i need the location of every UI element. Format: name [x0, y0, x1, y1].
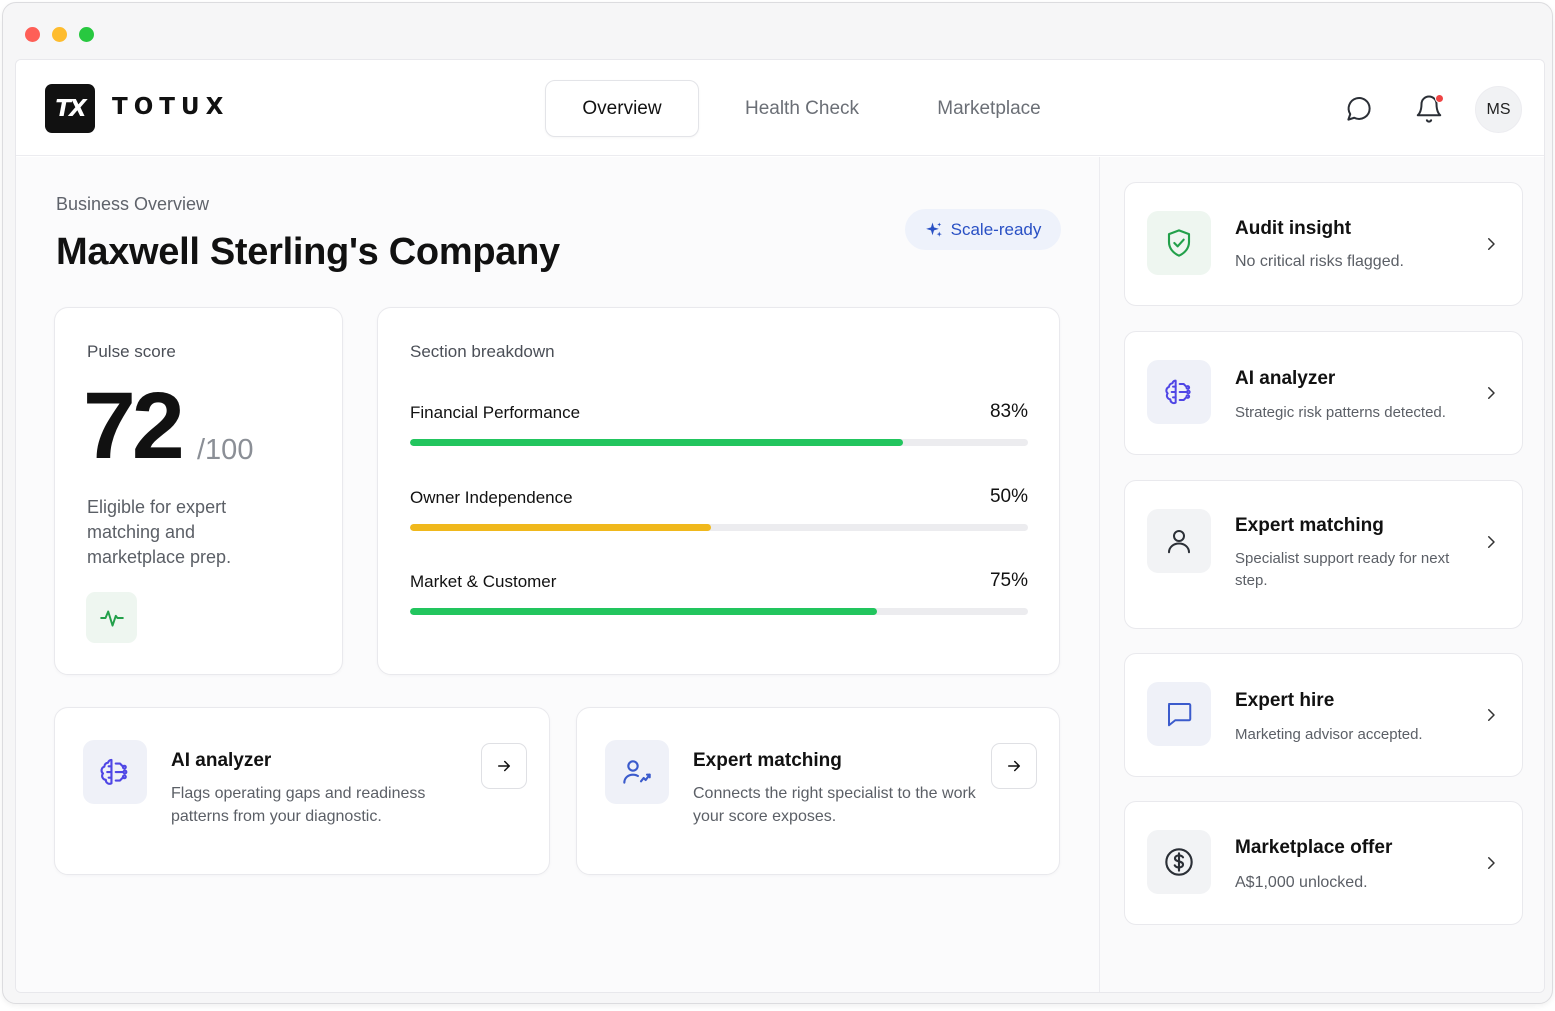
window-controls [25, 27, 94, 42]
chevron-right-icon [1488, 857, 1495, 869]
user-plus-icon [623, 760, 651, 784]
status-badge-label: Scale-ready [950, 219, 1042, 239]
pulse-score-value: 72 [83, 373, 185, 479]
breakdown-percent: 83% [989, 401, 1028, 422]
expert-matching-card[interactable]: Expert matching Connects the right speci… [576, 707, 1060, 875]
close-window-button[interactable] [25, 27, 40, 42]
breakdown-label: Financial Performance [410, 403, 581, 422]
feature-title: Expert matching [693, 750, 842, 771]
main-nav: Overview Health Check Marketplace [545, 80, 1073, 137]
logo-mark[interactable]: TX [45, 84, 95, 133]
pulse-score-description: Eligible for expert matching and marketp… [87, 497, 232, 567]
main-content: Business Overview Maxwell Sterling's Com… [16, 157, 1099, 992]
section-breakdown-card: Section breakdown Financial Performance … [377, 307, 1060, 675]
message-square-icon [1168, 703, 1192, 727]
shield-check-icon [1167, 229, 1191, 257]
pulse-score-card: Pulse score 72 /100 Eligible for expert … [54, 307, 343, 675]
page-eyebrow: Business Overview [56, 194, 210, 214]
status-badge: Scale-ready [905, 209, 1061, 250]
sidebar-item-title: Audit insight [1235, 218, 1352, 239]
feature-icon-box [605, 740, 669, 804]
pulse-score-label: Pulse score [87, 342, 176, 361]
chevron-right-icon [1488, 709, 1495, 721]
feature-description: Flags operating gaps and readiness patte… [171, 785, 426, 825]
pulse-score-max: /100 [197, 434, 254, 466]
breakdown-percent: 75% [989, 570, 1028, 591]
sidebar-item-audit-insight[interactable]: Audit insight No critical risks flagged. [1124, 182, 1523, 306]
sidebar-item-subtitle: No critical risks flagged. [1235, 253, 1404, 270]
sidebar-item-title: AI analyzer [1235, 368, 1336, 389]
open-expert-matching-button[interactable] [991, 743, 1037, 789]
brain-icon [100, 758, 128, 785]
sidebar-item-subtitle: A$1,000 unlocked. [1235, 874, 1368, 891]
breakdown-label: Market & Customer [410, 572, 557, 591]
sidebar-item-title: Marketplace offer [1235, 837, 1393, 858]
pulse-icon-button[interactable] [86, 592, 137, 643]
dollar-circle-icon [1165, 848, 1193, 876]
section-breakdown-title: Section breakdown [410, 342, 555, 361]
app-shell: TX TOTUX Overview Health Check Marketpla… [15, 59, 1545, 993]
sidebar-icon-box [1147, 830, 1211, 894]
sparkle-icon [925, 222, 942, 237]
breakdown-label: Owner Independence [410, 488, 573, 507]
progress-fill [410, 439, 903, 446]
arrow-right-icon [498, 760, 510, 772]
feature-description: Connects the right specialist to the wor… [693, 785, 976, 825]
bell-icon[interactable] [1414, 94, 1444, 124]
sidebar-item-subtitle: Strategic risk patterns detected. [1235, 404, 1446, 421]
chevron-right-icon [1488, 536, 1495, 548]
sidebar-icon-box [1147, 211, 1211, 275]
tab-health-check[interactable]: Health Check [744, 97, 860, 119]
insights-sidebar: Audit insight No critical risks flagged.… [1099, 157, 1544, 992]
sidebar-item-subtitle: Marketing advisor accepted. [1235, 726, 1423, 743]
brain-icon [1165, 379, 1191, 405]
notification-dot [1435, 94, 1444, 103]
feature-icon-box [83, 740, 147, 804]
minimize-window-button[interactable] [52, 27, 67, 42]
chevron-right-icon [1488, 387, 1495, 399]
avatar[interactable]: MS [1475, 86, 1522, 133]
progress-fill [410, 608, 878, 615]
feature-title: AI analyzer [171, 750, 272, 771]
chat-bubble-icon[interactable] [1344, 94, 1374, 124]
tab-marketplace[interactable]: Marketplace [937, 97, 1041, 119]
sidebar-item-marketplace-offer[interactable]: Marketplace offer A$1,000 unlocked. [1124, 801, 1523, 925]
sidebar-icon-box [1147, 682, 1211, 746]
progress-track [410, 524, 1028, 531]
progress-track [410, 439, 1028, 446]
progress-track [410, 608, 1028, 615]
tab-overview[interactable]: Overview [545, 80, 699, 137]
chevron-right-icon [1488, 238, 1495, 250]
sidebar-item-expert-matching[interactable]: Expert matching Specialist support ready… [1124, 480, 1523, 629]
arrow-right-icon [1008, 760, 1020, 772]
sidebar-item-title: Expert matching [1235, 515, 1384, 536]
top-header: TX TOTUX Overview Health Check Marketpla… [16, 60, 1544, 156]
user-icon [1168, 530, 1190, 554]
brand-name[interactable]: TOTUX [112, 94, 230, 120]
maximize-window-button[interactable] [79, 27, 94, 42]
sidebar-item-ai-analyzer[interactable]: AI analyzer Strategic risk patterns dete… [1124, 331, 1523, 455]
sidebar-item-subtitle: Specialist support ready for next step. [1235, 550, 1450, 589]
open-ai-analyzer-button[interactable] [481, 743, 527, 789]
pulse-line-icon [99, 610, 124, 627]
ai-analyzer-card[interactable]: AI analyzer Flags operating gaps and rea… [54, 707, 550, 875]
sidebar-item-title: Expert hire [1235, 690, 1335, 711]
sidebar-item-expert-hire[interactable]: Expert hire Marketing advisor accepted. [1124, 653, 1523, 777]
progress-fill [410, 524, 711, 531]
page-title: Maxwell Sterling's Company [56, 231, 560, 273]
sidebar-icon-box [1147, 509, 1211, 573]
sidebar-icon-box [1147, 360, 1211, 424]
breakdown-percent: 50% [989, 486, 1028, 507]
